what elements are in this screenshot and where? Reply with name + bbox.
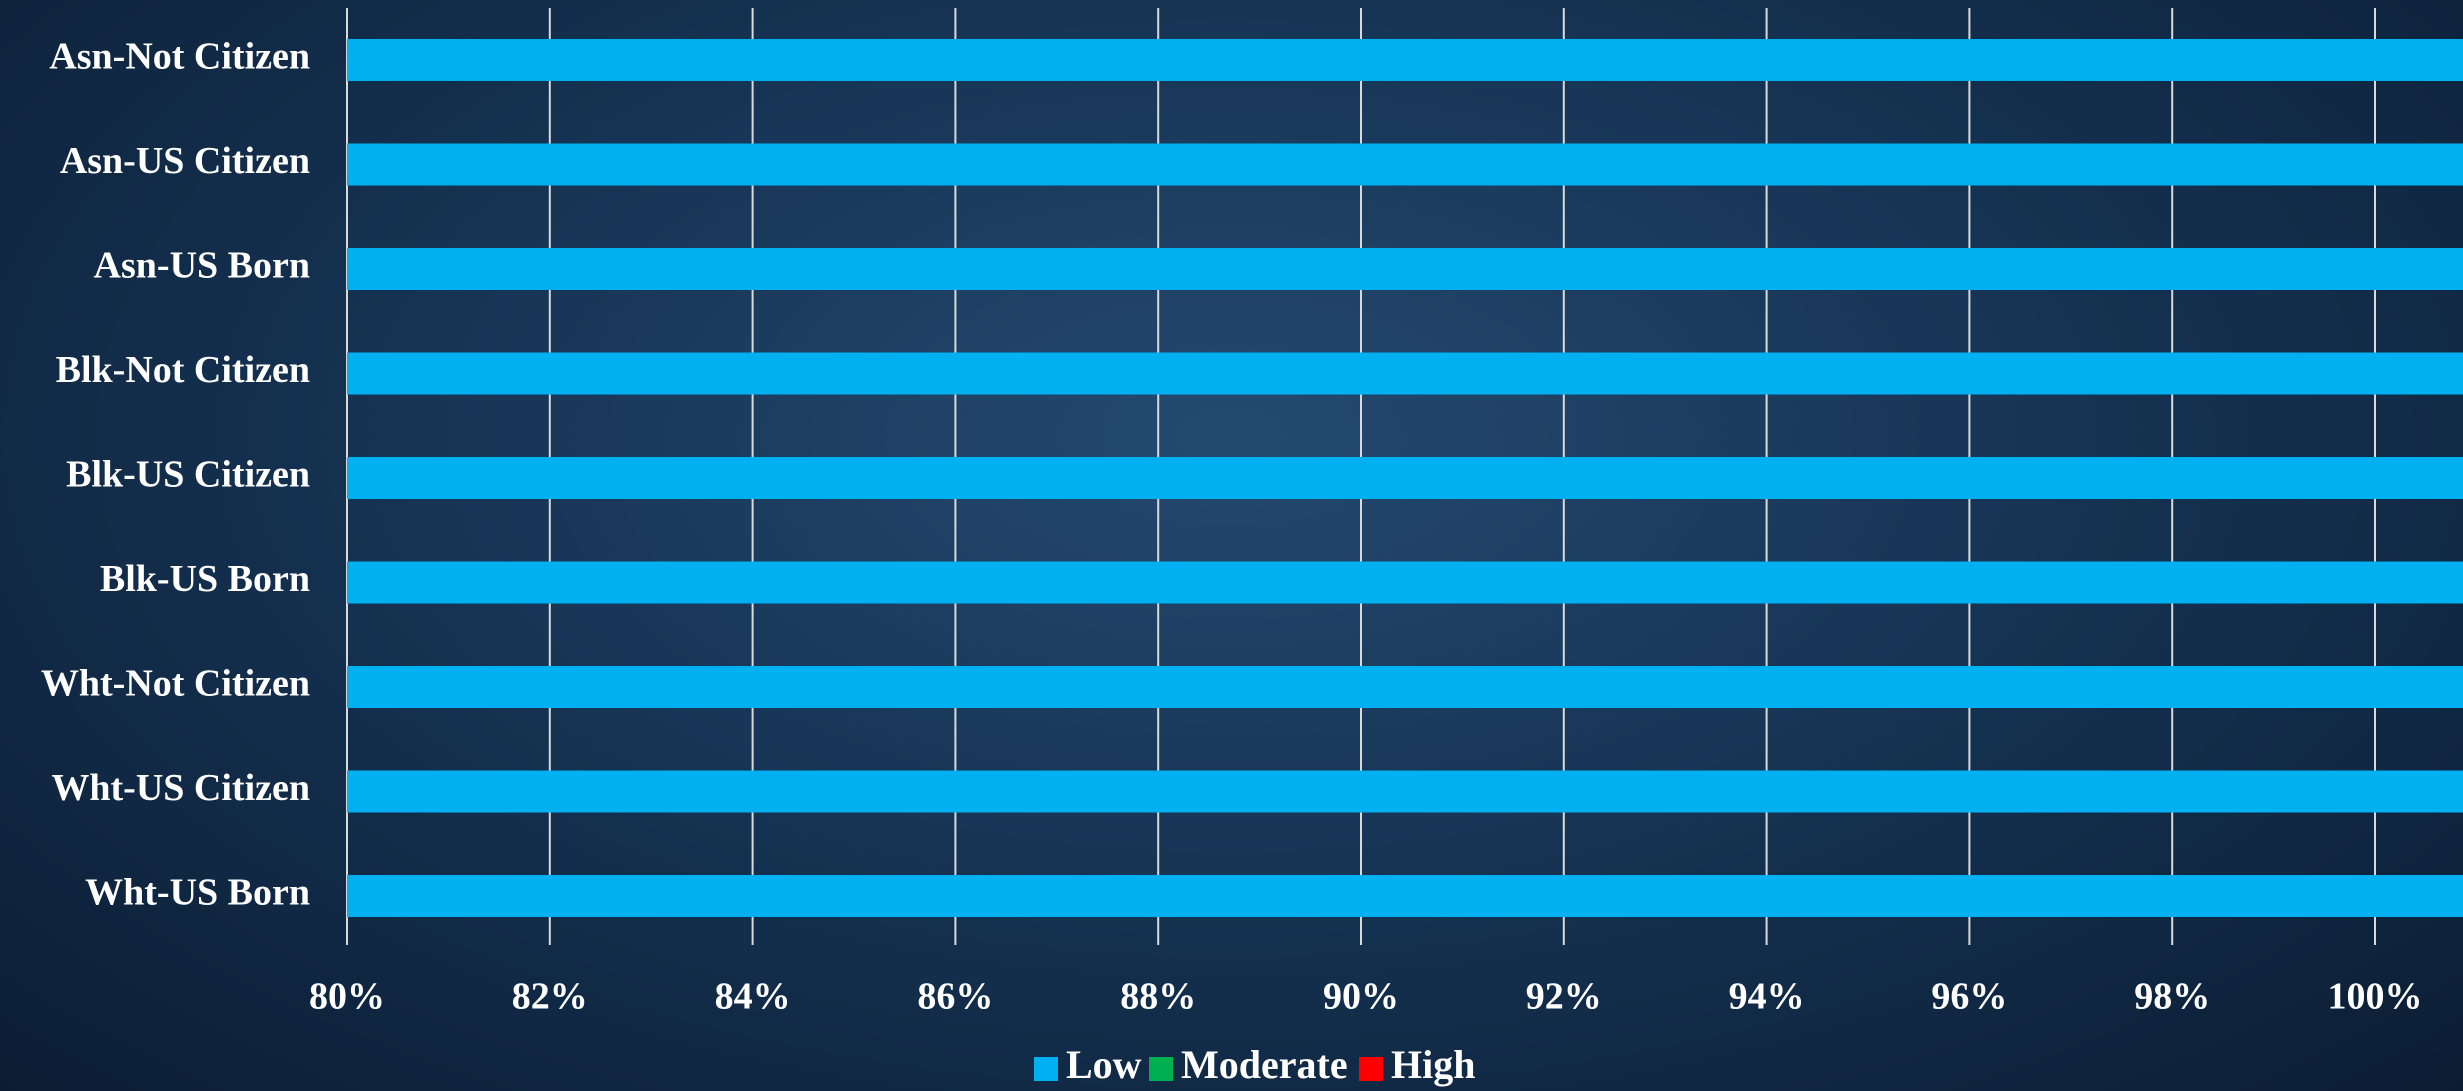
x-tick-label: 96% — [1931, 976, 2007, 1018]
y-tick-label: Wht-US Citizen — [51, 767, 310, 809]
bar-segment — [347, 770, 2463, 813]
y-tick-label: Blk-US Citizen — [66, 454, 310, 496]
legend-label: Low — [1066, 1042, 1142, 1087]
y-tick-label: Wht-US Born — [85, 872, 310, 914]
y-tick-label: Asn-Not Citizen — [49, 36, 310, 78]
bar-segment — [347, 875, 2463, 917]
bar-segment — [347, 248, 2463, 290]
legend-label: High — [1391, 1042, 1475, 1087]
bar-segment — [347, 666, 2463, 708]
x-tick-label: 90% — [1323, 976, 1399, 1018]
x-tick-label: 82% — [512, 976, 588, 1018]
x-tick-label: 94% — [1729, 976, 1805, 1018]
bar-segment — [347, 457, 2463, 499]
x-tick-label: 84% — [715, 976, 791, 1018]
bar-segment — [347, 143, 2463, 186]
y-tick-label: Blk-US Born — [100, 558, 310, 600]
x-tick-label: 98% — [2134, 976, 2210, 1018]
bar-segment — [347, 39, 2463, 81]
y-tick-label: Asn-US Born — [94, 245, 310, 287]
x-tick-label: 86% — [917, 976, 993, 1018]
legend-swatch — [1149, 1057, 1173, 1081]
x-tick-label: 100% — [2328, 976, 2423, 1018]
y-tick-label: Asn-US Citizen — [60, 140, 310, 182]
y-tick-label: Wht-Not Citizen — [41, 663, 310, 705]
legend-label: Moderate — [1181, 1042, 1348, 1087]
legend-swatch — [1359, 1057, 1383, 1081]
legend-swatch — [1034, 1057, 1058, 1081]
x-tick-label: 88% — [1120, 976, 1196, 1018]
x-tick-label: 92% — [1526, 976, 1602, 1018]
bar-segment — [347, 561, 2463, 604]
x-tick-label: 80% — [309, 976, 385, 1018]
y-tick-label: Blk-Not Citizen — [56, 349, 310, 391]
bar-segment — [347, 352, 2463, 395]
